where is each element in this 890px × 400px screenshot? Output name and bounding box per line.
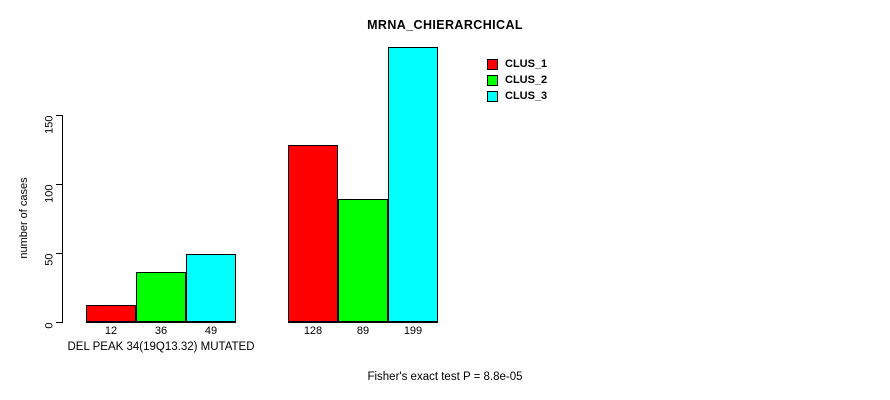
x-axis-baseline xyxy=(86,322,236,323)
legend-item[interactable]: CLUS_3 xyxy=(487,90,547,103)
bar[interactable] xyxy=(338,199,388,322)
bar[interactable] xyxy=(186,254,236,322)
legend: CLUS_1 CLUS_2 CLUS_3 xyxy=(487,58,547,106)
chart-title: MRNA_CHIERARCHICAL xyxy=(367,18,523,32)
legend-swatch-clus-1 xyxy=(487,59,498,70)
legend-label-clus-1: CLUS_1 xyxy=(505,58,548,70)
legend-swatch-clus-2 xyxy=(487,75,498,86)
bar[interactable] xyxy=(388,47,438,322)
x-axis-group-label: DEL PEAK 34(19Q13.32) MUTATED xyxy=(67,341,255,353)
x-axis-tick-label: 12 xyxy=(104,325,118,337)
legend-label-clus-2: CLUS_2 xyxy=(505,74,548,86)
bar[interactable] xyxy=(86,305,136,322)
y-axis-tick xyxy=(56,322,63,323)
x-axis-tick-label: 36 xyxy=(154,325,168,337)
y-axis-tick-label: 0 xyxy=(43,322,56,329)
y-axis-tick-label: 50 xyxy=(43,253,56,266)
legend-label-clus-3: CLUS_3 xyxy=(505,90,548,102)
legend-swatch-clus-3 xyxy=(487,91,498,102)
legend-item[interactable]: CLUS_2 xyxy=(487,74,547,87)
statistical-test-annotation: Fisher's exact test P = 8.8e-05 xyxy=(367,371,523,383)
legend-item[interactable]: CLUS_1 xyxy=(487,58,547,71)
y-axis-label: number of cases xyxy=(18,177,30,259)
y-axis-line xyxy=(62,115,63,323)
bar[interactable] xyxy=(136,272,186,322)
y-axis-tick xyxy=(56,115,63,116)
x-axis-baseline xyxy=(288,322,438,323)
x-axis-tick-label: 128 xyxy=(303,325,323,337)
x-axis-tick-label: 89 xyxy=(356,325,370,337)
y-axis-tick-label: 100 xyxy=(43,184,56,203)
y-axis-tick xyxy=(56,184,63,185)
x-axis-tick-label: 199 xyxy=(403,325,423,337)
bar[interactable] xyxy=(288,145,338,322)
y-axis-tick-label: 150 xyxy=(43,115,56,134)
y-axis-tick xyxy=(56,253,63,254)
x-axis-tick-label: 49 xyxy=(204,325,218,337)
